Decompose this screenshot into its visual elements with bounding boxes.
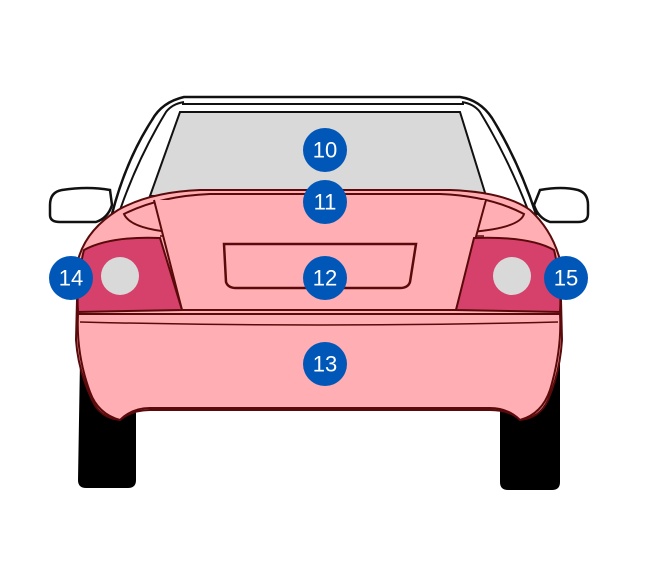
badge-trunk-lid[interactable]: 11	[303, 180, 347, 224]
bumper-top-line	[79, 321, 559, 326]
right-pillar-line	[461, 101, 529, 211]
badge-number: 12	[313, 266, 337, 291]
badge-number: 13	[313, 352, 337, 377]
badge-number: 10	[313, 138, 337, 163]
badge-right-tail-light[interactable]: 15	[544, 256, 588, 300]
badge-left-tail-light[interactable]: 14	[49, 256, 93, 300]
badge-rear-window[interactable]: 10	[303, 128, 347, 172]
badge-license-plate-area[interactable]: 12	[303, 256, 347, 300]
badge-number: 14	[59, 266, 83, 291]
right-side-mirror	[532, 186, 590, 224]
left-tail-lamp	[101, 257, 139, 295]
right-tail-lamp	[493, 257, 531, 295]
left-pillar-line	[119, 101, 185, 211]
badge-rear-bumper[interactable]: 13	[303, 342, 347, 386]
badge-number: 11	[314, 190, 337, 215]
badge-number: 15	[554, 266, 578, 291]
left-side-mirror	[48, 186, 114, 224]
